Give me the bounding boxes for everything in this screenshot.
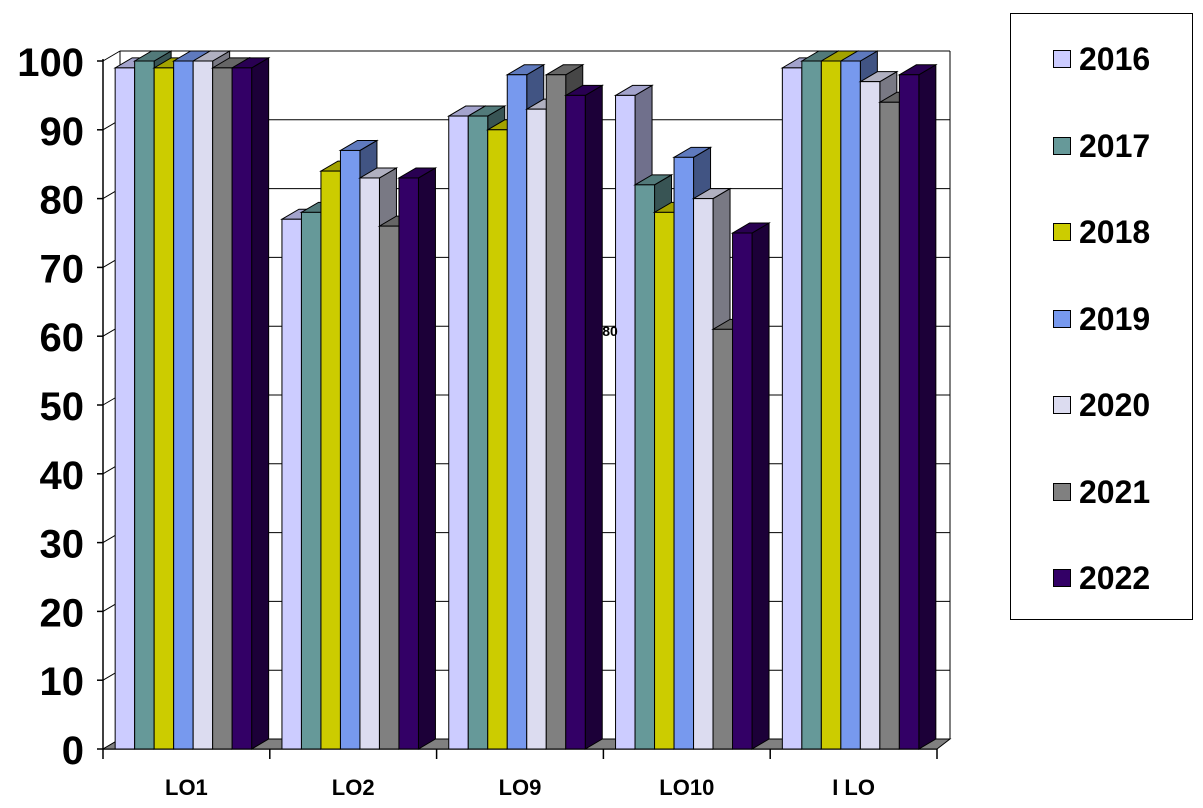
bar-front [673,156,695,750]
x-tick-label: I LO [832,775,875,800]
y-tick-label: 20 [40,591,85,635]
y-tick-label: 90 [40,110,85,154]
bar-front [712,328,734,750]
bar-side [584,84,603,750]
legend-swatch [1053,396,1071,414]
bar-front [565,94,586,750]
bar-front [339,149,361,750]
bar-2022-LO1 [230,57,271,750]
bar-front [545,74,567,750]
y-tick-label: 80 [40,179,85,223]
legend-swatch [1053,309,1071,328]
legend: 2016 2017 2018 2019 2020 2021 2022 [1010,13,1193,620]
x-tick-label: LO10 [659,775,714,800]
annotations: 80 [602,323,618,339]
bar-front [448,115,469,750]
bar-side [417,167,436,750]
bar-front [231,67,253,750]
bar-front [114,67,136,750]
bar-front [840,60,861,750]
bar-front [173,60,194,750]
legend-swatch [1053,569,1071,587]
bars [113,50,938,750]
legend-swatch [1053,482,1071,501]
legend-label: 2018 [1079,214,1151,250]
legend-label: 2020 [1079,387,1151,423]
y-tick-label: 10 [40,660,85,704]
bar-front [506,74,528,750]
y-tick-label: 40 [40,454,85,498]
bar-front [654,211,675,750]
legend-label: 2021 [1079,473,1151,510]
y-tick-label: 0 [62,729,84,773]
legend-item: 2017 [1011,126,1150,166]
bar-2022-LO2 [397,167,438,750]
legend-item: 2019 [1011,299,1150,339]
bar-front [192,60,214,750]
bar-front [526,108,547,750]
legend-swatch [1053,136,1071,155]
bar-front [378,225,400,750]
gridline-side [102,50,121,62]
bar-front [801,60,822,750]
bar-front [859,81,881,750]
legend-label: 2019 [1079,300,1151,337]
legend-item: 2018 [1011,212,1150,252]
bar-front [134,60,155,750]
y-tick-label: 50 [40,385,85,429]
legend-label: 2016 [1079,41,1151,77]
x-tick-label: LO2 [332,775,375,800]
bar-front [398,177,419,750]
bar-side [251,57,270,750]
bar-side [918,63,937,750]
bar-front [820,60,842,750]
y-tick-label: 60 [40,316,85,360]
legend-item: 2022 [1011,558,1150,598]
y-tick-label: 100 [17,41,84,85]
bar-2022-LO10 [730,222,771,750]
legend-swatch [1053,50,1071,68]
legend-label: 2022 [1079,560,1151,596]
bar-front [781,67,803,750]
x-tick-label: LO9 [499,775,542,800]
legend-swatch [1053,223,1071,241]
bar-front [467,115,489,750]
y-tick-label: 30 [40,523,85,567]
bar-side [751,222,770,750]
bar-front [300,211,322,750]
bar-front [281,218,302,750]
bar-front [153,67,175,750]
bar-2022-LO9 [563,84,605,750]
bar-front [693,198,714,750]
annotation-label: 80 [602,323,618,339]
x-tick-labels: LO1 LO2 LO9 LO10 I LO [165,775,875,800]
bar-front [879,101,900,750]
bar-front [212,67,233,750]
x-tick-label: LO1 [165,775,208,800]
bar-front [634,184,656,750]
bar-front [359,177,380,750]
bar-front [320,170,341,750]
legend-item: 2016 [1011,39,1150,79]
legend-item: 2021 [1011,472,1150,512]
legend-label: 2017 [1079,127,1151,164]
bar-2022-I LO [897,63,938,750]
y-tick-label: 70 [40,247,85,291]
bar-front [898,74,920,750]
bar-front [732,232,753,750]
bar-front [615,94,636,750]
legend-item: 2020 [1011,385,1150,425]
bar-front [487,129,508,750]
y-tick-labels: 0 10 20 30 40 50 60 70 80 90 100 [17,41,84,773]
